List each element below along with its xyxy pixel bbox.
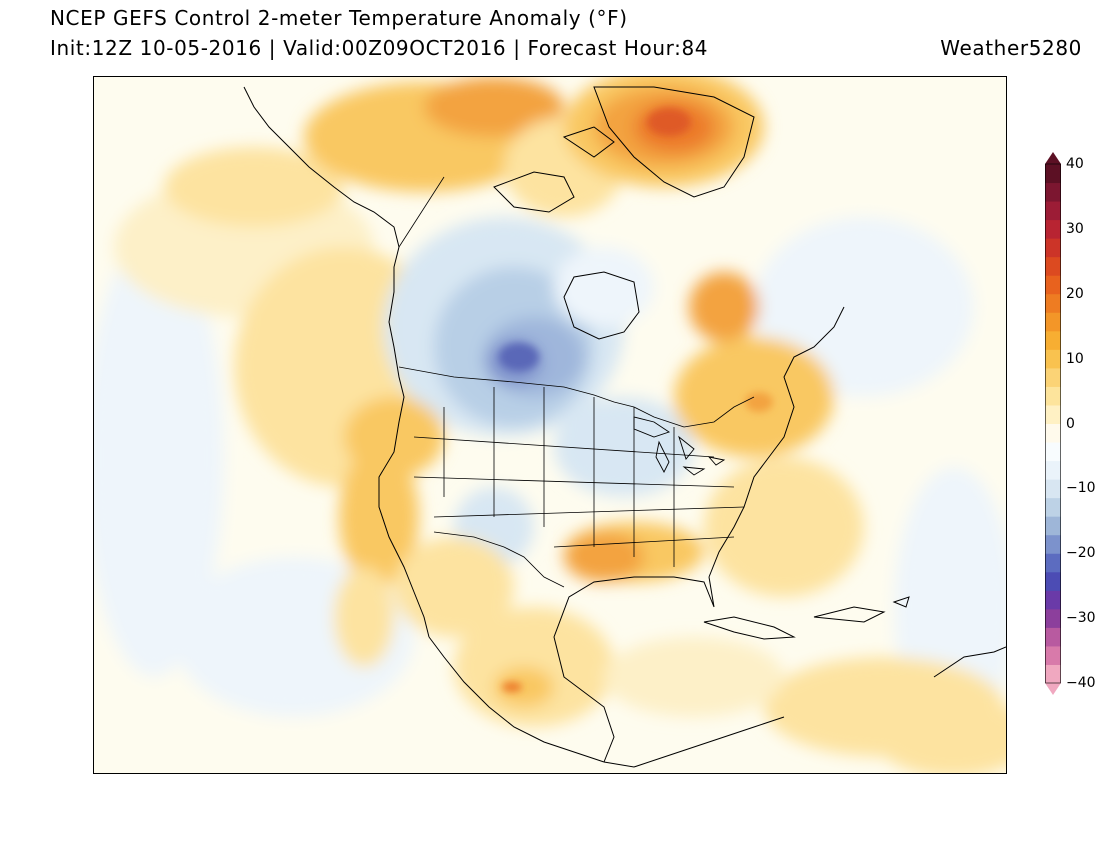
colorbar-cells [1045, 164, 1061, 684]
colorbar-outline [1045, 163, 1061, 684]
colorbar-cell [1045, 293, 1061, 313]
colorbar-cell [1045, 516, 1061, 536]
colorbar-cell [1045, 219, 1061, 239]
anomaly-hotspots [499, 108, 773, 692]
colorbar-cell [1045, 664, 1061, 684]
colorbar-cell [1045, 479, 1061, 499]
coastlines [243, 86, 1006, 768]
colorbar-cell [1045, 497, 1061, 517]
colorbar-cell [1045, 627, 1061, 647]
colorbar-cell [1045, 182, 1061, 202]
anomaly-map [93, 76, 1007, 774]
colorbar-cell [1045, 386, 1061, 406]
colorbar-cell [1045, 423, 1061, 443]
colorbar-cell [1045, 553, 1061, 573]
colorbar-cell [1045, 571, 1061, 591]
colorbar-cell [1045, 534, 1061, 554]
map-subtitle: Init:12Z 10-05-2016 | Valid:00Z09OCT2016… [50, 36, 709, 60]
colorbar [1045, 152, 1061, 695]
colorbar-tick-label: 20 [1066, 285, 1084, 302]
colorbar-cell [1045, 312, 1061, 332]
colorbar-cell [1045, 349, 1061, 369]
colorbar-cell [1045, 238, 1061, 258]
colorbar-tick-label: −30 [1066, 610, 1096, 627]
colorbar-cell [1045, 330, 1061, 350]
colorbar-cell [1045, 367, 1061, 387]
colorbar-cell [1045, 164, 1061, 184]
colorbar-tick-label: −40 [1066, 675, 1096, 691]
colorbar-tick-label: 30 [1066, 220, 1084, 237]
credit-label: Weather5280 [940, 36, 1082, 60]
colorbar-tick-label: −10 [1066, 480, 1096, 497]
colorbar-tick-label: −20 [1066, 545, 1096, 562]
colorbar-cell [1045, 590, 1061, 610]
anomaly-field [94, 77, 1006, 773]
colorbar-cell [1045, 256, 1061, 276]
great-lakes [633, 416, 726, 476]
colorbar-cell [1045, 608, 1061, 628]
map-title: NCEP GEFS Control 2-meter Temperature An… [50, 6, 628, 30]
borders [398, 176, 755, 588]
colorbar-cell [1045, 460, 1061, 480]
colorbar-cell [1045, 404, 1061, 424]
colorbar-cell [1045, 442, 1061, 462]
colorbar-bottom-arrow [1045, 683, 1061, 695]
colorbar-cell [1045, 645, 1061, 665]
colorbar-tick-label: 10 [1066, 350, 1084, 367]
anomaly-map-svg [94, 77, 1006, 773]
colorbar-top-arrow [1045, 152, 1061, 164]
colorbar-cell [1045, 201, 1061, 221]
colorbar-tick-label: 0 [1066, 415, 1075, 432]
colorbar-cell [1045, 275, 1061, 295]
colorbar-tick-label: 40 [1066, 156, 1084, 172]
